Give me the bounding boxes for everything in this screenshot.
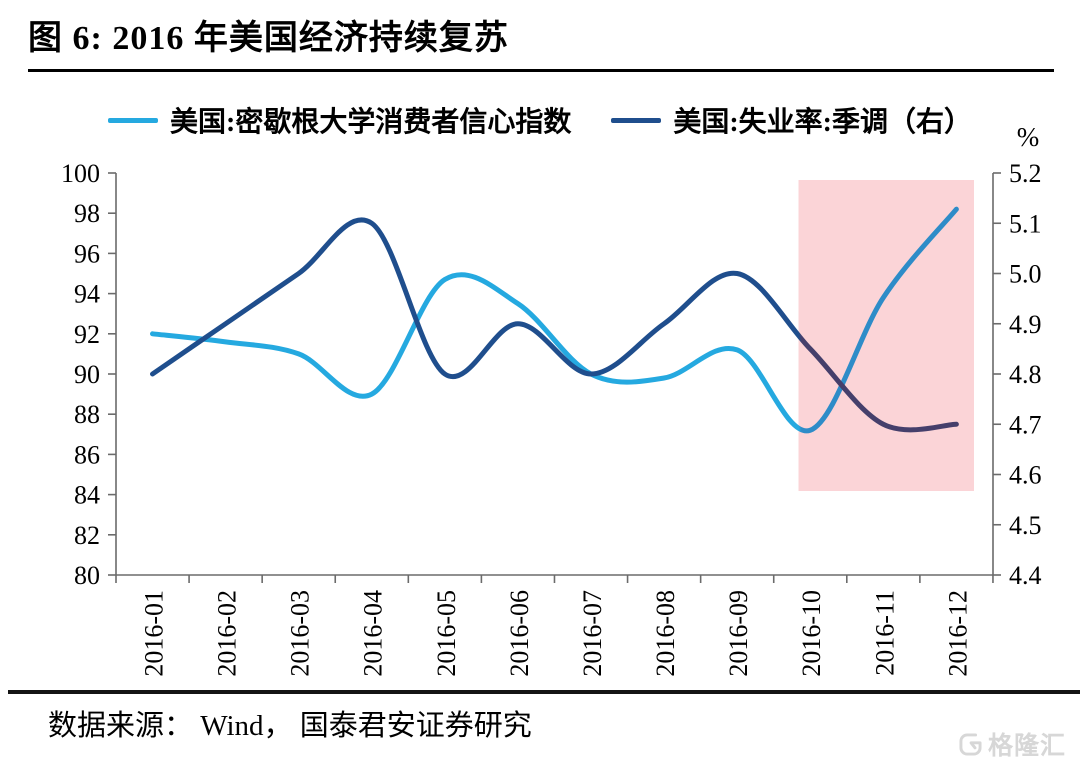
unemployment-line [150,217,959,433]
chart-legend: 美国:密歇根大学消费者信心指数 美国:失业率:季调（右） [0,100,1080,140]
right-axis-tick-label: 5.1 [1009,209,1042,238]
right-axis-tick-label: 4.4 [1009,561,1042,590]
highlight-region [798,180,974,491]
left-axis-tick-label: 84 [74,481,100,510]
left-axis-tick-label: 96 [74,239,100,268]
x-axis-month-label: 2016-09 [724,590,753,677]
legend-label-unemployment: 美国:失业率:季调（右） [673,107,972,138]
right-axis-tick-label: 5.2 [1009,159,1042,188]
x-axis-month-label: 2016-06 [505,590,534,677]
figure-title: 图 6: 2016 年美国经济持续复苏 [28,20,509,57]
legend-item-unemployment: 美国:失业率:季调（右） [611,100,972,140]
right-axis-tick-label: 4.9 [1009,310,1042,339]
right-axis-tick-label: 4.7 [1009,410,1042,439]
left-axis-tick-label: 100 [61,159,100,188]
right-axis-tick-label: 4.6 [1009,461,1042,490]
x-axis-month-label: 2016-08 [651,590,680,677]
data-source-note: 数据来源： Wind， 国泰君安证券研究 [48,710,532,742]
left-axis-tick-label: 88 [74,400,100,429]
footer-divider [8,690,1080,694]
right-axis-tick-label: 5.0 [1009,260,1042,289]
watermark: 格隆汇 [957,726,1066,762]
right-axis-unit-label: % [1017,122,1040,152]
x-axis-month-label: 2016-03 [286,590,315,677]
x-axis-month-label: 2016-07 [578,590,607,677]
right-axis-tick-label: 4.5 [1009,511,1042,540]
left-axis-tick-label: 82 [74,521,100,550]
x-axis-month-label: 2016-01 [140,590,169,677]
gelonghui-logo-icon [959,732,982,756]
legend-item-sentiment: 美国:密歇根大学消费者信心指数 [108,100,571,140]
x-axis-month-label: 2016-04 [359,590,388,677]
watermark-text: 格隆汇 [987,732,1066,760]
x-axis-month-label: 2016-11 [870,590,899,676]
legend-swatch-sentiment [108,117,158,123]
left-axis-tick-label: 98 [74,199,100,228]
x-axis-month-label: 2016-10 [797,590,826,677]
left-axis-tick-label: 80 [74,561,100,590]
left-axis-tick-label: 92 [74,320,100,349]
x-axis-month-label: 2016-02 [213,590,242,677]
left-axis-tick-label: 94 [74,280,100,309]
left-axis-tick-label: 86 [74,440,100,469]
sentiment-line [150,206,959,434]
left-axis-tick-label: 90 [74,360,100,389]
line-chart: 100 98 96 94 92 90 88 86 84 82 80 5.2 5.1 5.0 4.9 4.8 4.… [61,122,1042,677]
right-axis-tick-label: 4.8 [1009,360,1042,389]
legend-label-sentiment: 美国:密歇根大学消费者信心指数 [170,107,572,138]
x-axis-month-label: 2016-05 [432,590,461,677]
legend-swatch-unemployment [611,117,662,123]
figure-header: 图 6: 2016 年美国经济持续复苏 [28,10,1054,72]
x-axis-month-label: 2016-12 [943,590,972,677]
